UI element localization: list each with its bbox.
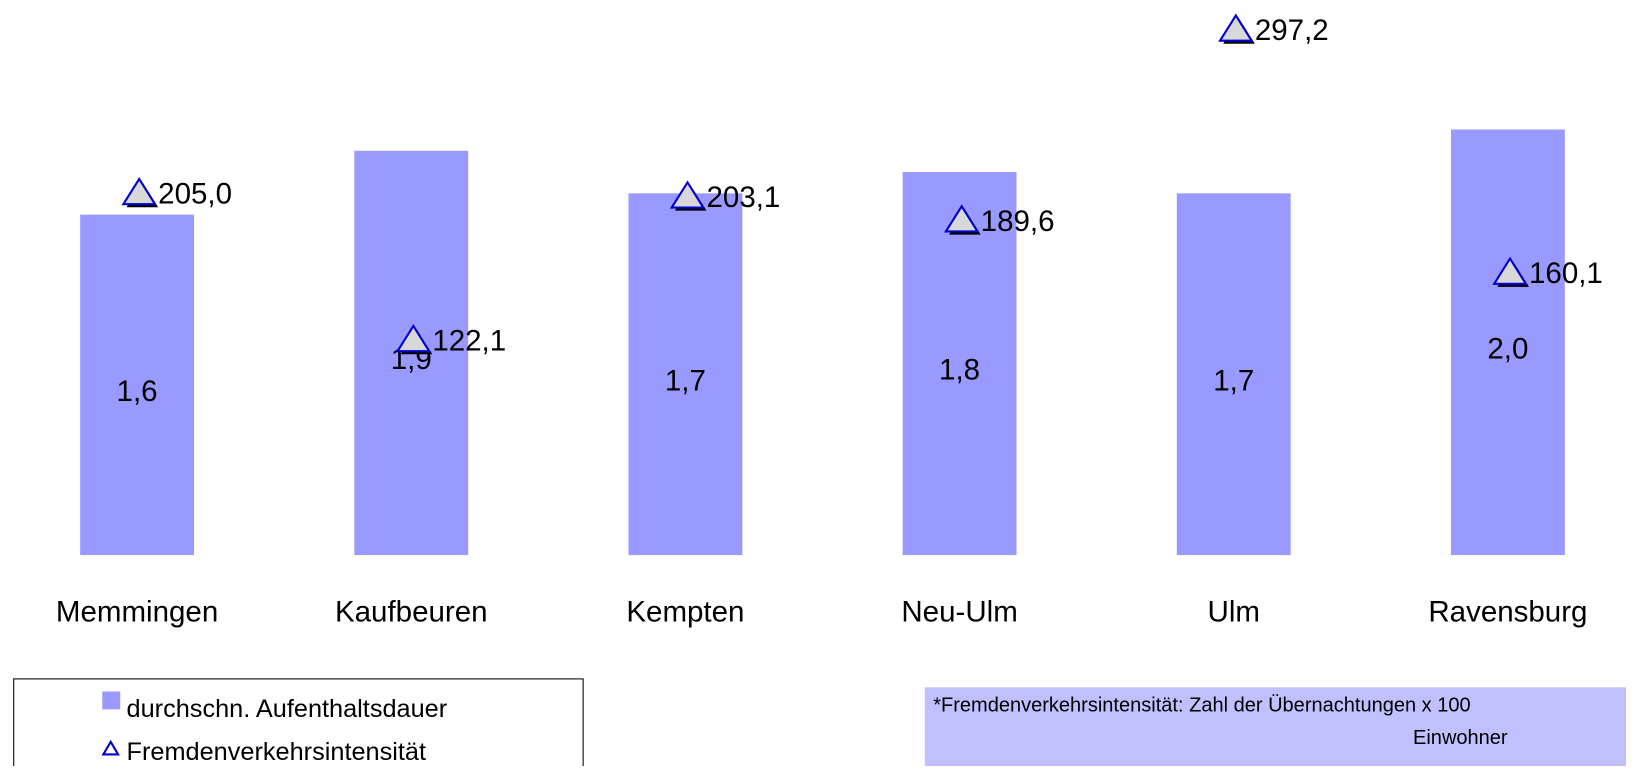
bar [628, 193, 743, 556]
legend-marker [101, 739, 120, 756]
marker [669, 180, 706, 209]
note-line: *Fremdenverkehrsintensität: Zahl der Übe… [933, 694, 1470, 716]
bar [1450, 129, 1565, 556]
bar-value-label: 1,7 [1213, 364, 1254, 397]
bar-value-label: 1,8 [939, 354, 980, 387]
marker-value-label: 203,1 [707, 181, 781, 214]
marker [943, 204, 980, 233]
marker [1492, 256, 1528, 285]
x-tick-label: Neu-Ulm [901, 596, 1017, 629]
bar-value-label: 1,7 [665, 364, 706, 397]
marker-value-label: 189,6 [981, 205, 1055, 238]
bar-value-label: 1,6 [117, 375, 158, 408]
marker [1218, 13, 1254, 42]
bar [80, 214, 195, 556]
bar [902, 172, 1017, 556]
legend-label: durchschn. Aufenthaltsdauer [127, 695, 448, 723]
legend-label: Fremdenverkehrsintensität [127, 738, 426, 766]
legend-swatch [102, 691, 121, 710]
marker [121, 176, 157, 206]
marker-value-label: 205,0 [158, 178, 232, 211]
x-tick-label: Kempten [626, 596, 744, 629]
note-box [924, 687, 1627, 771]
marker [395, 323, 432, 353]
bar-value-label: 2,0 [1487, 333, 1528, 366]
marker-value-label: 297,2 [1255, 14, 1329, 47]
x-tick-label: Ulm [1208, 596, 1260, 629]
x-tick-label: Memmingen [56, 596, 218, 629]
x-tick-label: Ravensburg [1428, 596, 1587, 629]
marker-value-label: 160,1 [1529, 257, 1603, 290]
marker-value-label: 122,1 [432, 325, 506, 358]
x-tick-label: Kaufbeuren [335, 596, 488, 629]
bar [1176, 193, 1291, 556]
note-line: Einwohner [1413, 727, 1508, 749]
